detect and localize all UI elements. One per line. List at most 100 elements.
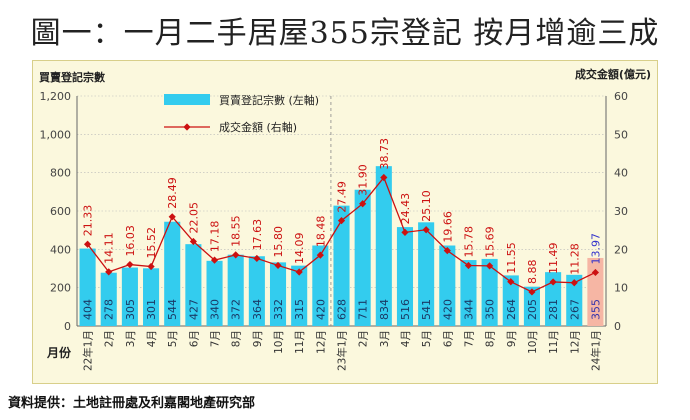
bar-value-label: 628 bbox=[336, 299, 349, 320]
line-value-label: 11.49 bbox=[547, 242, 560, 274]
line-point bbox=[337, 217, 346, 225]
left-tick-label: 1,000 bbox=[40, 128, 72, 141]
bar-value-label: 427 bbox=[187, 299, 200, 320]
x-tick-label: 5月 bbox=[167, 330, 179, 347]
line-point bbox=[316, 251, 324, 259]
line-point bbox=[528, 288, 536, 296]
right-axis-title: 成交金額(億元) bbox=[575, 67, 651, 81]
bar-value-label: 372 bbox=[230, 299, 243, 320]
line-value-label: 18.55 bbox=[230, 215, 243, 247]
left-tick-label: 800 bbox=[50, 167, 71, 180]
line-value-label: 18.48 bbox=[314, 216, 327, 248]
bar-value-label: 205 bbox=[526, 299, 539, 320]
right-tick-label: 10 bbox=[614, 282, 628, 295]
bar bbox=[206, 260, 223, 326]
bar bbox=[375, 166, 392, 326]
x-tick-label: 7月 bbox=[210, 330, 222, 347]
line-value-label: 27.49 bbox=[336, 181, 349, 213]
x-tick-label: 6月 bbox=[442, 330, 454, 347]
line-value-label: 14.09 bbox=[293, 232, 306, 264]
line-point bbox=[83, 240, 92, 248]
bar-value-label: 355 bbox=[589, 299, 602, 320]
line-value-label: 17.18 bbox=[209, 221, 222, 253]
legend-bar-label: 買賣登記宗數 (左軸) bbox=[219, 93, 319, 107]
line-value-label: 25.10 bbox=[420, 190, 433, 222]
source-note: 資料提供：土地註冊處及利嘉閣地產研究部 bbox=[8, 396, 256, 411]
bar-value-label: 281 bbox=[547, 299, 560, 320]
line-value-label: 15.80 bbox=[272, 226, 285, 258]
line-point bbox=[422, 226, 430, 234]
right-tick-label: 20 bbox=[614, 243, 628, 256]
line-value-label: 8.88 bbox=[526, 259, 539, 284]
bar-value-label: 332 bbox=[272, 299, 285, 320]
bar bbox=[354, 189, 371, 326]
bar bbox=[566, 274, 583, 326]
bar-value-label: 344 bbox=[462, 299, 475, 320]
left-tick-label: 0 bbox=[64, 320, 71, 333]
chart-container: 買賣登記宗數 成交金額(億元) 月份 0 200 400 600 800 1,000 1,200 0… bbox=[32, 60, 658, 384]
bar-value-label: 340 bbox=[209, 299, 222, 320]
bar-value-label: 404 bbox=[82, 299, 95, 320]
line-point bbox=[443, 247, 451, 255]
line-value-label: 38.73 bbox=[378, 138, 391, 170]
bar-value-label: 541 bbox=[420, 299, 433, 320]
line-value-label: 15.78 bbox=[462, 226, 475, 258]
line-value-label: 15.69 bbox=[484, 226, 497, 257]
line-value-label: 31.90 bbox=[357, 164, 370, 196]
line-value-label: 13.97 bbox=[589, 233, 602, 265]
bar bbox=[502, 275, 519, 326]
x-tick-label: 9月 bbox=[506, 330, 518, 347]
line-value-label: 22.05 bbox=[187, 202, 200, 234]
line-value-label: 11.55 bbox=[505, 242, 518, 274]
line-value-label: 15.52 bbox=[145, 227, 158, 258]
bar bbox=[312, 245, 329, 326]
legend-line-marker bbox=[183, 123, 191, 131]
bar-value-label: 420 bbox=[441, 299, 454, 320]
chart-svg: 買賣登記宗數 成交金額(億元) 月份 0 200 400 600 800 1,000 1,200 0… bbox=[39, 67, 651, 371]
x-tick-label: 6月 bbox=[188, 330, 200, 347]
bar bbox=[396, 227, 414, 326]
line-point bbox=[253, 254, 261, 263]
bar bbox=[185, 244, 202, 326]
line-value-label: 11.28 bbox=[568, 243, 581, 275]
x-tick-label: 2月 bbox=[104, 330, 116, 347]
bar-value-label: 278 bbox=[103, 299, 116, 320]
page-title: 圖一：一月二手居屋355宗登記 按月增逾三成 bbox=[30, 16, 660, 51]
line-point bbox=[507, 278, 515, 286]
bar bbox=[164, 221, 181, 326]
right-tick-label: 0 bbox=[614, 320, 621, 333]
bar bbox=[269, 262, 287, 326]
x-tick-label: 23年1月 bbox=[336, 330, 349, 371]
x-tick-label: 12月 bbox=[569, 330, 581, 354]
bar-value-label: 834 bbox=[378, 299, 391, 320]
x-tick-label: 5月 bbox=[421, 330, 433, 347]
line-value-label: 14.11 bbox=[103, 232, 116, 264]
bar-value-label: 264 bbox=[505, 299, 518, 320]
bar-value-label: 267 bbox=[568, 299, 581, 320]
left-axis-title: 買賣登記宗數 bbox=[39, 70, 105, 84]
right-tick-label: 50 bbox=[614, 128, 628, 141]
bar bbox=[439, 245, 456, 326]
right-tick-label: 40 bbox=[614, 167, 628, 180]
line-point bbox=[168, 213, 176, 221]
bar bbox=[545, 272, 562, 326]
line-point bbox=[359, 200, 367, 208]
line-point bbox=[570, 279, 578, 287]
line-point bbox=[380, 173, 388, 182]
x-tick-label: 24年1月 bbox=[589, 330, 602, 371]
line-value-label: 17.63 bbox=[251, 219, 264, 250]
line-value-label: 21.33 bbox=[82, 205, 95, 237]
bar-value-label: 301 bbox=[145, 299, 158, 320]
bar bbox=[79, 248, 96, 326]
x-tick-label: 4月 bbox=[400, 330, 412, 347]
line-point bbox=[105, 268, 113, 276]
bar bbox=[523, 286, 540, 326]
x-axis-title: 月份 bbox=[46, 345, 72, 360]
line-point bbox=[401, 228, 409, 236]
bar bbox=[333, 205, 350, 326]
line-value-label: 19.66 bbox=[441, 211, 454, 243]
bar bbox=[143, 268, 160, 326]
legend-line-label: 成交金額 (右軸) bbox=[219, 120, 297, 134]
x-tick-label: 11月 bbox=[548, 330, 560, 354]
x-tick-label: 9月 bbox=[252, 330, 264, 347]
